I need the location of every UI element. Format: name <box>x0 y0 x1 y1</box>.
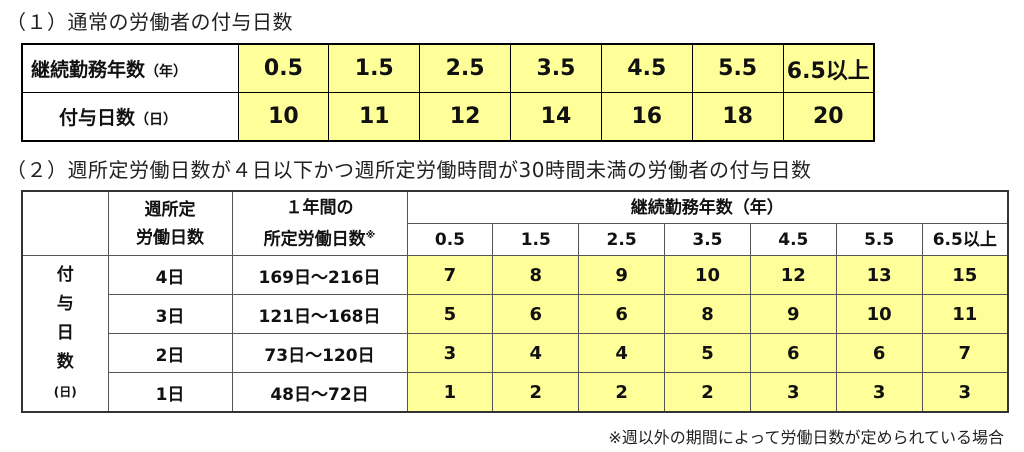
side-char: 日 <box>56 322 74 343</box>
label-text: 継続勤務年数 <box>31 59 146 81</box>
year-cell: 3.5 <box>510 43 602 93</box>
days-cell: 16 <box>600 92 693 142</box>
unit-text: （日） <box>135 112 178 128</box>
table-row: 2日 73日～120日 3 4 4 5 6 6 7 <box>22 333 1009 373</box>
year-cell: 6.5以上 <box>921 223 1009 256</box>
row-label-days: 付与日数（日） <box>21 92 239 142</box>
header-text: １年間の <box>285 197 354 218</box>
weekdays-cell: 4日 <box>107 255 233 295</box>
days-cell: 8 <box>664 294 751 334</box>
weekdays-cell: 3日 <box>107 294 233 334</box>
days-cell: 5 <box>664 333 751 373</box>
side-label: 付与日数 (日) <box>21 255 109 413</box>
table-part-time-workers: 週所定労働日数 １年間の所定労働日数※ 継続勤務年数（年） 0.5 1.5 2.… <box>21 190 1009 413</box>
days-cell: 20 <box>782 92 875 142</box>
weekdays-cell: 1日 <box>107 372 233 413</box>
year-cell: 4.5 <box>749 223 837 256</box>
header-text: 労働日数 <box>136 227 204 248</box>
year-cell: 2.5 <box>578 223 666 256</box>
unit-text: （年） <box>145 64 188 80</box>
days-cell: 12 <box>419 92 512 142</box>
annual-days-cell: 121日～168日 <box>231 294 408 334</box>
header-years: 継続勤務年数（年） <box>406 190 1009 224</box>
side-char: 付 <box>56 264 74 285</box>
days-cell: 12 <box>749 255 837 295</box>
days-cell: 5 <box>406 294 494 334</box>
annual-days-cell: 169日～216日 <box>231 255 408 295</box>
days-cell: 11 <box>328 92 421 142</box>
year-cell: 1.5 <box>328 43 421 93</box>
days-cell: 9 <box>749 294 837 334</box>
side-unit: (日) <box>53 384 77 399</box>
year-cell: 5.5 <box>835 223 923 256</box>
table-row: 付与日数 (日) 4日 169日～216日 7 8 9 10 12 13 15 <box>21 255 1009 413</box>
header-weekdays: 週所定 労働日数 <box>107 190 233 256</box>
days-cell: 9 <box>578 255 666 295</box>
days-cell: 14 <box>510 92 602 142</box>
days-cell: 3 <box>921 372 1009 413</box>
year-cell: 2.5 <box>419 43 512 93</box>
days-cell: 3 <box>749 372 837 413</box>
days-cell: 3 <box>406 333 494 373</box>
days-cell: 2 <box>492 372 580 413</box>
side-char: 与 <box>56 293 74 314</box>
heading-part-time-workers: （２）週所定労働日数が４日以下かつ週所定労働時間が30時間未満の労働者の付与日数 <box>6 158 812 182</box>
days-cell: 15 <box>921 255 1009 295</box>
side-char: 数 <box>56 351 74 372</box>
table-row: 付与日数（日） 10 11 12 14 16 18 20 <box>21 92 875 142</box>
header-text: 所定労働日数 <box>263 229 366 250</box>
days-cell: 2 <box>664 372 751 413</box>
table-row: 0.5 1.5 2.5 3.5 4.5 5.5 6.5以上 <box>22 223 1009 256</box>
year-cell: 3.5 <box>664 223 751 256</box>
days-cell: 13 <box>835 255 923 295</box>
days-cell: 11 <box>921 294 1009 334</box>
header-text: 週所定 <box>144 199 196 220</box>
table-row: 継続勤務年数（年） 0.5 1.5 2.5 3.5 4.5 5.5 6.5以上 <box>21 43 875 93</box>
days-cell: 7 <box>406 255 494 295</box>
days-cell: 10 <box>664 255 751 295</box>
table-row: 1日 48日～72日 1 2 2 2 3 3 3 <box>22 372 1009 413</box>
corner-cell <box>21 190 109 256</box>
days-cell: 2 <box>578 372 666 413</box>
days-cell: 6 <box>492 294 580 334</box>
weekdays-cell: 2日 <box>107 333 233 373</box>
footnote: ※週以外の期間によって労働日数が定められている場合 <box>608 428 1004 447</box>
side-label-text: 付与日数 (日) <box>54 261 77 407</box>
row-label-years: 継続勤務年数（年） <box>21 43 239 93</box>
days-cell: 18 <box>691 92 784 142</box>
days-cell: 10 <box>835 294 923 334</box>
year-cell: 1.5 <box>492 223 580 256</box>
year-cell: 0.5 <box>237 43 330 93</box>
table-row: 3日 121日～168日 5 6 6 8 9 10 11 <box>22 294 1009 334</box>
days-cell: 4 <box>492 333 580 373</box>
days-cell: 6 <box>835 333 923 373</box>
table-row: 週所定労働日数 １年間の所定労働日数※ 継続勤務年数（年） <box>21 190 1009 256</box>
annual-days-cell: 73日～120日 <box>231 333 408 373</box>
days-cell: 8 <box>492 255 580 295</box>
year-cell: 6.5以上 <box>782 43 875 93</box>
days-cell: 3 <box>835 372 923 413</box>
days-cell: 7 <box>921 333 1009 373</box>
year-cell: 4.5 <box>600 43 693 93</box>
heading-normal-workers: （１）通常の労働者の付与日数 <box>6 10 293 34</box>
days-cell: 6 <box>749 333 837 373</box>
header-annual-days: １年間の所定労働日数※ <box>231 190 408 256</box>
table-normal-workers: 継続勤務年数（年） 0.5 1.5 2.5 3.5 4.5 5.5 6.5以上 … <box>21 43 875 142</box>
footnote-mark: ※ <box>365 229 376 241</box>
days-cell: 1 <box>406 372 494 413</box>
days-cell: 4 <box>578 333 666 373</box>
year-cell: 0.5 <box>406 223 494 256</box>
label-text: 付与日数 <box>59 107 136 129</box>
annual-days-cell: 48日～72日 <box>231 372 408 413</box>
days-cell: 10 <box>237 92 330 142</box>
year-cell: 5.5 <box>691 43 784 93</box>
days-cell: 6 <box>578 294 666 334</box>
